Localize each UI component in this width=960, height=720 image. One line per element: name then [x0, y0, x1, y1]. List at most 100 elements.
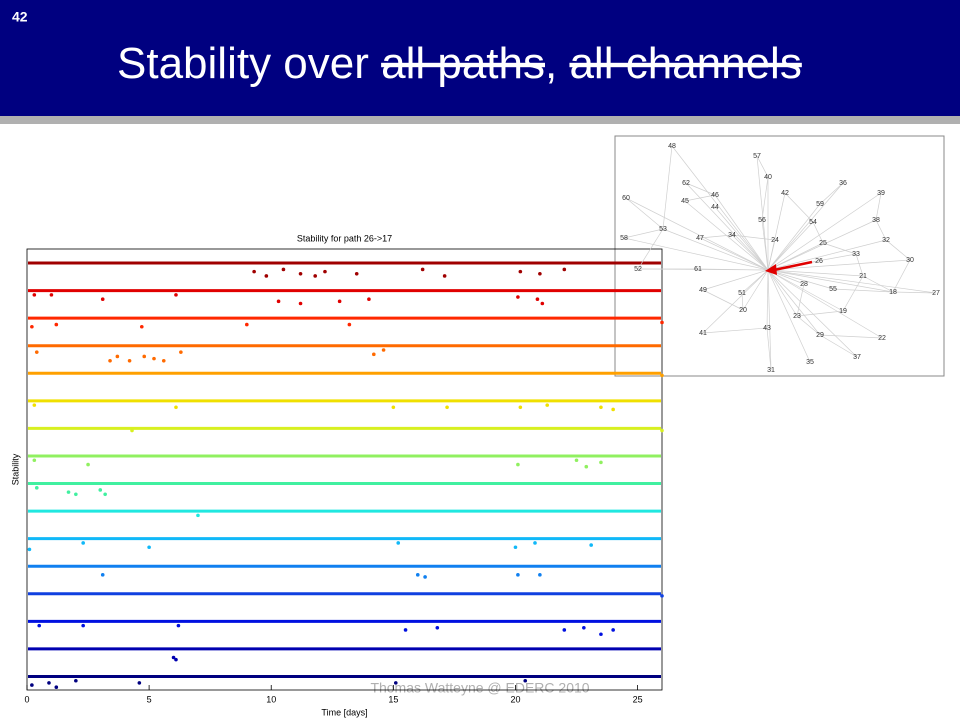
- point: [137, 681, 142, 685]
- highlight-arrowhead: [765, 264, 777, 275]
- network-edge: [662, 228, 769, 271]
- network-edge: [714, 194, 769, 271]
- highlight-arrow: [773, 260, 813, 272]
- network-edge: [767, 269, 937, 294]
- network-edge: [822, 242, 857, 255]
- network-node: 36: [839, 180, 847, 187]
- point: [323, 269, 327, 274]
- point: [49, 293, 54, 297]
- network-node: 47: [696, 235, 704, 242]
- network-edge: [766, 327, 772, 371]
- point: [30, 324, 34, 329]
- point: [32, 458, 37, 463]
- network-node: 19: [839, 308, 847, 315]
- network-edge: [761, 219, 769, 271]
- slide-number: 42: [12, 9, 28, 25]
- point: [152, 356, 156, 361]
- network-edge: [767, 269, 858, 358]
- point: [599, 405, 603, 410]
- network-edge: [685, 182, 716, 196]
- network-node: 58: [620, 235, 628, 242]
- point: [660, 320, 664, 325]
- point: [27, 547, 32, 552]
- point: [54, 322, 59, 327]
- point: [174, 405, 178, 410]
- network-edge: [784, 192, 814, 223]
- point: [423, 575, 427, 579]
- y-axis-label: Stability: [10, 453, 20, 485]
- point: [139, 324, 144, 329]
- point: [562, 267, 567, 272]
- network-edge: [766, 269, 769, 329]
- x-tick-label: 5: [147, 694, 152, 704]
- point: [535, 297, 540, 301]
- point: [516, 462, 520, 467]
- point: [660, 594, 664, 598]
- x-tick-label: 15: [388, 694, 398, 704]
- point: [516, 295, 520, 299]
- point: [74, 678, 78, 683]
- point: [611, 407, 615, 412]
- point: [611, 628, 615, 632]
- title-part: all paths: [381, 39, 545, 88]
- network-edge: [767, 242, 824, 271]
- point: [108, 358, 112, 363]
- network-edge: [885, 239, 911, 261]
- point: [161, 358, 166, 363]
- point: [298, 271, 303, 276]
- network-node: 37: [853, 354, 861, 361]
- network-edge: [671, 145, 769, 271]
- point: [276, 299, 281, 304]
- network-edge: [767, 269, 844, 312]
- point: [381, 348, 386, 352]
- network-edge: [637, 228, 664, 270]
- point: [518, 269, 523, 274]
- network-node: 51: [738, 290, 746, 297]
- network-edge: [875, 219, 887, 241]
- network-edge: [819, 334, 858, 358]
- plot-frame: [26, 248, 663, 691]
- point: [100, 297, 105, 301]
- x-tick-label: 25: [633, 694, 643, 704]
- network-edge: [796, 310, 844, 317]
- network-node: 44: [711, 204, 719, 211]
- network-edge: [767, 239, 776, 271]
- network-node: 56: [758, 217, 766, 224]
- network-node: 27: [932, 290, 940, 297]
- x-tick-label: 0: [24, 694, 29, 704]
- title-part: Stability over: [117, 39, 381, 88]
- slide-title: Stability over all paths, all channels: [117, 39, 802, 88]
- point: [420, 267, 425, 272]
- point: [127, 358, 132, 363]
- network-node: 60: [622, 195, 630, 202]
- network-node: 18: [889, 289, 897, 296]
- network-node: 32: [882, 237, 890, 244]
- network-node: 22: [878, 335, 886, 342]
- point: [176, 623, 181, 628]
- network-edge: [731, 234, 776, 241]
- point: [100, 573, 105, 577]
- network-edge: [742, 269, 769, 311]
- point: [98, 488, 103, 492]
- network-edge: [767, 192, 882, 271]
- x-axis-label: Time [days]: [321, 707, 367, 717]
- point: [523, 678, 528, 683]
- network-node: 31: [767, 367, 775, 374]
- point: [281, 267, 286, 272]
- network-node: 34: [728, 232, 736, 239]
- network-edge: [767, 269, 811, 363]
- point: [196, 513, 200, 518]
- network-node: 54: [809, 219, 817, 226]
- point: [533, 541, 537, 545]
- point: [337, 299, 342, 304]
- point: [540, 301, 545, 306]
- point: [147, 545, 151, 550]
- point: [518, 405, 523, 410]
- point: [32, 403, 37, 407]
- point: [34, 350, 39, 354]
- network-node: 48: [668, 143, 676, 150]
- point: [589, 543, 593, 547]
- network-node: 23: [793, 313, 801, 320]
- network-node: 28: [800, 281, 808, 288]
- header-rule: [0, 116, 960, 124]
